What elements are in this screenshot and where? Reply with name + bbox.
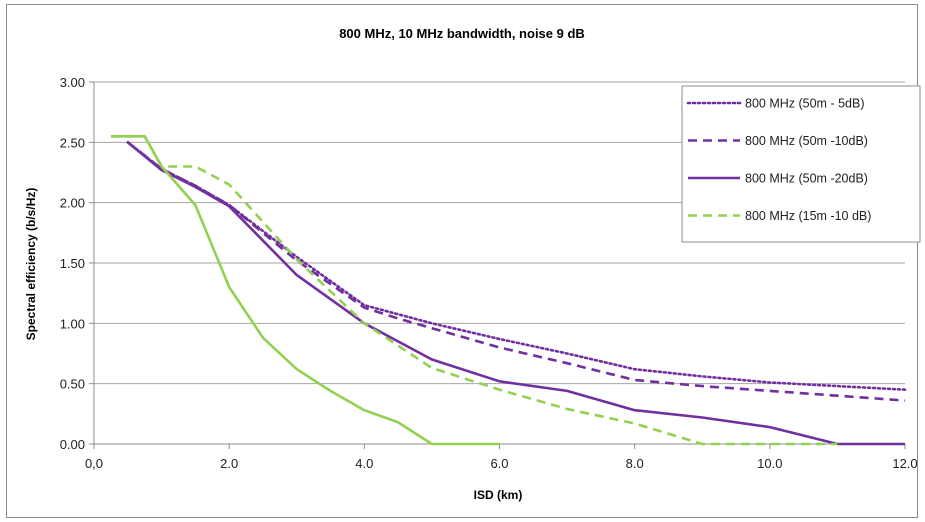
series-line-5 — [110, 135, 500, 446]
chart-title: 800 MHz, 10 MHz bandwidth, noise 9 dB — [339, 26, 585, 41]
x-tick-label: 12.0 — [892, 456, 917, 471]
y-tick-label: 2.50 — [60, 135, 85, 150]
legend-label-1: 800 MHz (50m - 5dB) — [745, 97, 864, 111]
y-tick-label: 1.50 — [60, 256, 85, 271]
x-tick-label: 6.0 — [490, 456, 508, 471]
legend-label-4: 800 MHz (15m -10 dB) — [745, 209, 871, 223]
y-tick-label: 3.00 — [60, 75, 85, 90]
y-tick-label: 0.00 — [60, 437, 85, 452]
x-tick-label: 0,0 — [85, 456, 103, 471]
x-tick-label: 8.0 — [626, 456, 644, 471]
series-line-3 — [126, 141, 905, 446]
y-tick-label: 1.00 — [60, 316, 85, 331]
x-tick-label: 2.0 — [220, 456, 238, 471]
x-tick-label: 4.0 — [355, 456, 373, 471]
legend: 800 MHz (50m - 5dB) 800 MHz (50m -10dB) 80… — [681, 85, 921, 243]
series-lines — [110, 135, 907, 446]
y-tick-label: 0.50 — [60, 377, 85, 392]
y-axis-title: Spectral efficiency (b/s/Hz) — [24, 188, 38, 341]
legend-label-3: 800 MHz (50m -20dB) — [745, 172, 868, 186]
y-tick-label: 2.00 — [60, 196, 85, 211]
legend-label-2: 800 MHz (50m -10dB) — [745, 134, 868, 148]
axes: 0.00 0.50 1.00 1.50 2.00 2.50 3.00 0,0 2.0 4.0 6.0… — [60, 75, 918, 471]
x-tick-label: 10.0 — [757, 456, 782, 471]
x-axis-title: ISD (km) — [474, 488, 523, 502]
